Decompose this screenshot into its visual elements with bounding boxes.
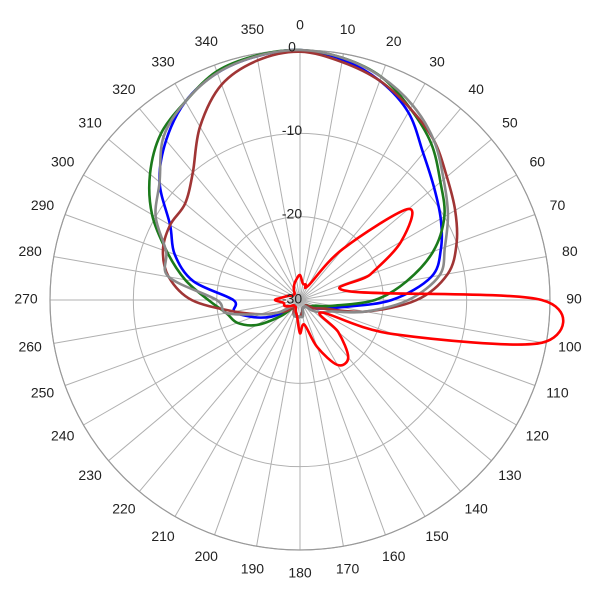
grid-spoke (83, 174, 301, 301)
theta-tick-label: 320 (112, 81, 136, 97)
grid-spoke (53, 256, 301, 301)
theta-tick-label: 40 (468, 81, 484, 97)
theta-tick-label: 160 (382, 548, 406, 564)
theta-tick-label: 170 (336, 561, 360, 577)
grid-spoke (108, 138, 301, 301)
grid-spoke (83, 299, 301, 426)
theta-tick-label: 90 (566, 291, 582, 307)
grid-spoke (299, 138, 492, 301)
grid-spoke (299, 299, 462, 492)
theta-tick-label: 110 (546, 384, 569, 400)
grid-spoke (174, 299, 301, 517)
grid-spoke (299, 214, 536, 301)
theta-tick-label: 70 (550, 197, 566, 213)
theta-tick-label: 340 (195, 33, 219, 49)
theta-tick-label: 120 (526, 428, 550, 444)
theta-tick-label: 270 (14, 291, 38, 307)
r-tick-label: -10 (282, 122, 302, 138)
grid-spoke (299, 299, 386, 536)
theta-tick-label: 310 (78, 115, 102, 131)
grid-spoke (256, 299, 301, 547)
grid-spoke (299, 299, 536, 386)
grid-spoke (299, 256, 547, 301)
theta-tick-label: 60 (530, 154, 546, 170)
r-tick-label: 0 (288, 39, 296, 55)
grid-spoke (108, 299, 301, 462)
grid-spoke (299, 174, 517, 301)
theta-tick-label: 330 (151, 53, 175, 69)
theta-tick-label: 180 (288, 565, 312, 581)
theta-tick-label: 0 (296, 17, 304, 33)
theta-tick-label: 150 (425, 528, 449, 544)
grid-spoke (299, 299, 426, 517)
theta-tick-label: 350 (241, 21, 265, 37)
grid-spoke (299, 299, 344, 547)
series-line (154, 48, 450, 319)
series-line (273, 207, 565, 367)
theta-tick-label: 230 (78, 467, 102, 483)
grid-spoke (174, 83, 301, 301)
grid-spoke (299, 83, 426, 301)
theta-tick-label: 300 (51, 154, 75, 170)
grid-spoke (256, 53, 301, 301)
grid-spoke (299, 64, 386, 301)
grid-spoke (299, 299, 517, 426)
theta-tick-label: 220 (112, 501, 136, 517)
r-tick-label: -30 (282, 291, 302, 307)
theta-tick-label: 10 (340, 21, 356, 37)
theta-tick-label: 80 (562, 243, 578, 259)
theta-tick-label: 280 (18, 243, 42, 259)
grid-spoke (214, 64, 301, 301)
theta-tick-label: 140 (464, 501, 488, 517)
theta-tick-label: 200 (195, 548, 219, 564)
theta-tick-label: 250 (31, 384, 55, 400)
grid-spoke (214, 299, 301, 536)
r-tick-label: -20 (282, 205, 302, 221)
grid-spoke (64, 214, 301, 301)
theta-tick-label: 240 (51, 428, 75, 444)
grid-spoke (53, 299, 301, 344)
theta-tick-label: 210 (151, 528, 175, 544)
theta-tick-label: 130 (498, 467, 522, 483)
grid-spoke (138, 299, 301, 492)
theta-tick-label: 100 (558, 338, 582, 354)
theta-tick-label: 190 (241, 561, 265, 577)
theta-tick-label: 290 (31, 197, 55, 213)
theta-tick-label: 30 (429, 53, 445, 69)
grid-spoke (299, 53, 344, 301)
theta-tick-label: 50 (502, 115, 518, 131)
theta-tick-label: 260 (18, 338, 42, 354)
theta-tick-label: 20 (386, 33, 402, 49)
